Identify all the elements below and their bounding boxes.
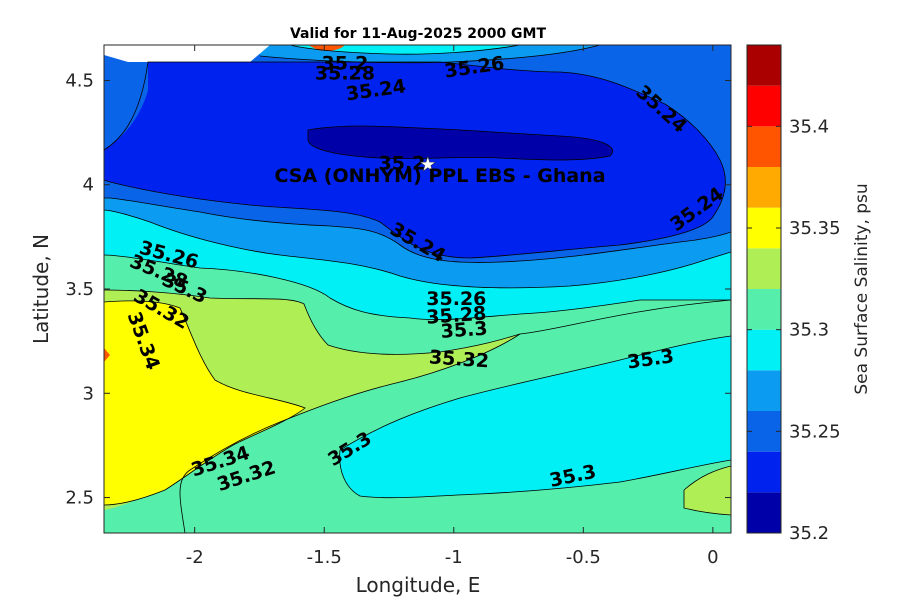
contour-line: [307, 125, 613, 161]
band-35.28-southeast: [339, 336, 731, 498]
colorbar-swatch: [747, 370, 781, 411]
colorbar-swatch: [747, 289, 781, 330]
band-35.20: [308, 126, 613, 160]
contour-label: 35.3: [440, 318, 488, 343]
colorbar-swatch: [747, 85, 781, 127]
colorbar-tick-label: 35.25: [789, 421, 841, 442]
colorbar-swatch: [747, 207, 781, 249]
colorbar-swatch: [747, 329, 781, 371]
colorbar-swatch: [747, 167, 781, 208]
band-west-edge: [104, 348, 110, 362]
colorbar-frame: [746, 44, 782, 534]
contour-label: 35.32: [428, 346, 489, 372]
band-35.34: [104, 300, 305, 505]
colorbar-swatch: [747, 411, 781, 452]
masked-land: [104, 45, 270, 62]
contour-line: [259, 45, 601, 64]
colorbar-swatch: [747, 248, 781, 289]
x-tick-label: -0.5: [566, 547, 601, 568]
contour-line: [104, 289, 731, 355]
x-tick-label: -1.5: [307, 547, 342, 568]
contour-label: 35.2: [379, 152, 426, 174]
colorbar-swatch: [747, 126, 781, 167]
x-tick-label: 0: [707, 547, 718, 568]
chart-title: Valid for 11-Aug-2025 2000 GMT: [290, 26, 547, 42]
contour-lines: [104, 45, 731, 533]
contour-line: [104, 197, 731, 263]
y-tick-label: 4.5: [65, 70, 94, 91]
colorbar-tick-label: 35.35: [789, 218, 841, 239]
contour-line: [104, 254, 731, 321]
y-tick-label: 3: [83, 383, 94, 404]
x-axis: -2 -1.5 -1 -0.5 0: [186, 45, 719, 568]
colorbar-tick-label: 35.2: [789, 523, 829, 544]
y-axis-label: Latitude, N: [29, 234, 53, 344]
contour-line: [339, 449, 731, 499]
contour-label: 35.28: [315, 63, 375, 85]
colorbar-swatch: [747, 451, 781, 493]
colorbar-tick-label: 35.4: [789, 116, 829, 137]
site-label: CSA (ONHYM) PPL EBS - Ghana: [274, 165, 605, 187]
contour-label: 35.26: [426, 288, 486, 310]
contour-label: 35.28: [426, 303, 487, 329]
x-tick-label: -2: [186, 547, 204, 568]
contour-line: [339, 335, 731, 451]
site-star-icon: ★: [419, 152, 437, 176]
y-tick-label: 3.5: [65, 279, 94, 300]
colorbar-tick-label: 35.3: [789, 320, 829, 341]
band-35.32-east: [684, 466, 731, 515]
x-tick-label: -1: [445, 547, 463, 568]
contour-line: [179, 333, 521, 533]
band-35.22: [104, 62, 726, 258]
x-axis-label: Longitude, E: [356, 573, 481, 597]
colorbar: 35.2 35.25 35.3 35.35 35.4: [747, 45, 841, 544]
contour-label: 35.2: [322, 52, 369, 74]
contour-line: [289, 45, 521, 55]
colorbar-swatch: [747, 492, 781, 533]
colorbar-swatch: [747, 45, 781, 86]
contour-line: [104, 61, 726, 259]
y-axis: 2.5 3 3.5 4 4.5: [65, 70, 731, 509]
contour-line: [683, 465, 731, 516]
colorbar-label: Sea Surface Salinity, psu: [852, 183, 872, 394]
contour-line: [104, 209, 731, 289]
y-tick-label: 4: [83, 175, 94, 196]
y-tick-label: 2.5: [65, 488, 94, 509]
contour-line: [104, 300, 306, 506]
